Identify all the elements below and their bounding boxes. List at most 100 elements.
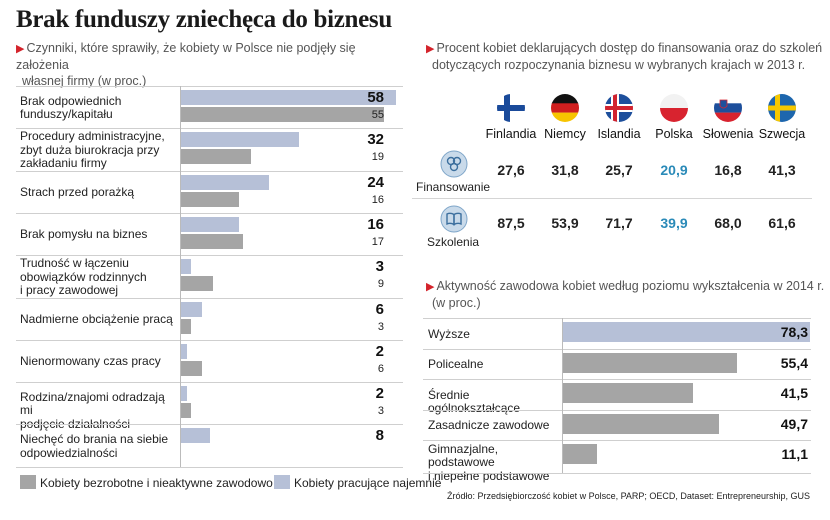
flag-slovenia <box>714 94 742 122</box>
education-bar-chart: Wyższe 78,3 Policealne 55,4 Średnie ogólnoks… <box>423 318 811 482</box>
bar-value-unemployed: 19 <box>371 151 384 164</box>
row-divider <box>16 255 403 257</box>
edu-bar-value: 49,7 <box>780 415 808 432</box>
edu-bar-value: 78,3 <box>780 324 808 340</box>
source-note: Źródło: Przedsiębiorczość kobiet w Polsc… <box>447 491 810 501</box>
edu-category-label: Policealne <box>428 357 484 371</box>
left-subtitle-line-2: własnej firmy (w proc.) <box>22 74 147 88</box>
bar-value-employed: 32 <box>367 131 384 149</box>
row-divider <box>16 128 403 130</box>
table-value: 27,6 <box>497 162 525 178</box>
row-divider <box>16 424 403 426</box>
row-divider <box>423 440 811 441</box>
bar-value-employed: 58 <box>367 89 384 106</box>
table-value: 20,9 <box>660 162 688 178</box>
edu-bar-value: 55,4 <box>780 354 808 371</box>
edu-bar <box>562 444 598 464</box>
edu-bar-value: 41,5 <box>780 385 808 401</box>
page-title: Brak funduszy zniechęca do biznesu <box>16 6 392 33</box>
flag-germany <box>551 94 579 122</box>
bar-unemployed <box>180 191 240 207</box>
axis-line <box>562 318 563 473</box>
row-divider <box>423 379 811 380</box>
bar-employed <box>180 174 270 190</box>
row-divider <box>423 472 811 474</box>
bar-category-label: Trudność w łączeniu obowiązków rodzinnych… <box>20 256 147 298</box>
bar-value-unemployed: 3 <box>377 405 384 418</box>
edu-bar <box>562 413 720 434</box>
bar-value-unemployed: 3 <box>377 320 384 333</box>
bar-employed <box>180 343 188 359</box>
edu-category-label: Średnie ogólnokształcące <box>428 387 521 415</box>
country-label: Szwecja <box>758 127 806 141</box>
bar-employed <box>180 132 299 148</box>
bar-category-label: Nienormowany czas pracy <box>20 354 161 369</box>
right-top-subtitle-line-2: dotyczących rozpoczynania biznesu w wybr… <box>432 58 806 72</box>
bar-unemployed <box>180 318 192 334</box>
row-divider <box>16 170 403 172</box>
row-divider <box>16 466 403 468</box>
bar-unemployed <box>180 107 385 122</box>
row-divider <box>16 382 403 384</box>
bar-value-employed: 24 <box>367 173 384 191</box>
bar-category-label: Niechęć do brania na siebie odpowiedzialn… <box>20 432 169 460</box>
right-bottom-subtitle: ▶ Aktywność zawodowa kobiet według poziom… <box>426 278 826 311</box>
bar-unemployed <box>180 360 203 376</box>
edu-category-label: Gimnazjalne, podstawowe i niepełne podsta… <box>428 441 550 483</box>
bar-value-unemployed: 6 <box>377 362 384 375</box>
edu-bar-value: 11,1 <box>781 446 808 462</box>
table-value: 71,7 <box>605 215 633 231</box>
table-value: 16,8 <box>714 162 742 178</box>
flag-sweden <box>768 94 796 122</box>
row-label-financing: Finansowanie <box>416 180 491 194</box>
country-label: Islandia <box>597 127 641 141</box>
bar-unemployed <box>180 276 214 292</box>
red-triangle-icon: ▶ <box>426 43 435 55</box>
row-divider <box>16 297 403 299</box>
right-bottom-subtitle-line-2: (w proc.) <box>432 296 481 310</box>
bar-category-label: Procedury administracyjne, zbyt duża biur… <box>20 129 165 171</box>
bar-category-label: Brak odpowiednich funduszy/kapitału <box>20 93 122 122</box>
right-top-subtitle: ▶ Procent kobiet deklarujących dostęp do … <box>426 40 826 73</box>
right-bottom-subtitle-line-1: Aktywność zawodowa kobiet według poziomu… <box>436 279 825 293</box>
table-value: 31,8 <box>551 162 579 178</box>
axis-line <box>180 86 181 467</box>
flag-iceland <box>605 94 633 122</box>
edu-category-label: Zasadnicze zawodowe <box>428 418 550 432</box>
bar-category-label: Brak pomysłu na biznes <box>20 227 148 242</box>
country-label: Polska <box>655 127 693 141</box>
bar-value-employed: 2 <box>375 385 384 403</box>
bar-employed <box>180 259 192 275</box>
country-label: Finlandia <box>485 127 537 141</box>
edu-category-label: Wyższe <box>428 326 470 341</box>
bar-employed <box>180 386 188 402</box>
table-value: 39,9 <box>660 215 688 231</box>
row-divider <box>423 348 811 350</box>
bar-employed <box>180 428 210 444</box>
bar-value-employed: 2 <box>375 342 384 360</box>
edu-bar <box>562 352 738 373</box>
table-value: 68,0 <box>714 215 742 231</box>
bar-employed <box>180 301 203 317</box>
country-label: Słowenia <box>702 127 754 141</box>
bar-unemployed <box>180 149 251 165</box>
table-value: 41,3 <box>768 162 796 178</box>
bar-value-employed: 8 <box>375 427 384 445</box>
legend-swatch-employed <box>274 475 290 489</box>
table-value: 25,7 <box>605 162 633 178</box>
left-bar-chart: Brak odpowiednich funduszy/kapitału 58 55 Pr… <box>0 0 415 470</box>
left-subtitle: ▶ Czynniki, które sprawiły, że kobiety w … <box>16 40 406 89</box>
legend-swatch-unemployed <box>20 475 36 489</box>
row-divider <box>412 198 812 199</box>
bar-value-employed: 16 <box>367 215 384 233</box>
table-value: 61,6 <box>768 215 796 231</box>
coins-icon <box>440 150 468 183</box>
row-divider <box>423 409 811 411</box>
table-value: 53,9 <box>551 215 579 231</box>
row-label-training: Szkolenia <box>427 235 480 249</box>
bar-value-unemployed: 17 <box>371 235 384 248</box>
bar-employed <box>180 90 396 105</box>
bar-unemployed <box>180 233 244 249</box>
flag-finland <box>497 94 525 122</box>
legend-label-unemployed: Kobiety bezrobotne i nieaktywne zawodowo <box>40 476 273 490</box>
